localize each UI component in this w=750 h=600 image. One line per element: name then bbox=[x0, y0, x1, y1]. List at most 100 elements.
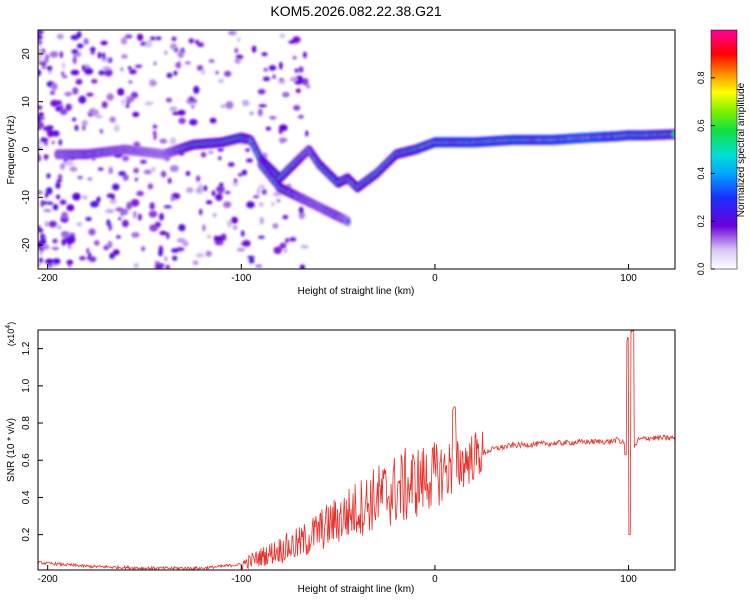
noise-blob bbox=[134, 177, 139, 182]
noise-blob bbox=[145, 39, 153, 48]
noise-blob bbox=[113, 124, 120, 132]
noise-blob bbox=[109, 199, 117, 204]
noise-blob bbox=[241, 101, 250, 106]
noise-blob bbox=[166, 232, 170, 240]
noise-blob bbox=[59, 51, 63, 59]
noise-blob bbox=[43, 208, 52, 213]
noise-blob bbox=[141, 246, 146, 252]
noise-blob bbox=[258, 184, 266, 190]
noise-blob bbox=[91, 109, 99, 117]
noise-blob bbox=[38, 34, 43, 40]
noise-blob bbox=[72, 117, 77, 122]
noise-blob bbox=[206, 235, 212, 239]
noise-blob bbox=[129, 69, 137, 75]
noise-blob bbox=[258, 235, 265, 239]
noise-blob bbox=[38, 57, 43, 63]
snr-multiplier-exp: 4 bbox=[5, 325, 12, 329]
noise-blob bbox=[271, 201, 275, 207]
noise-blob bbox=[306, 84, 311, 89]
y-tick-label: -20 bbox=[21, 237, 32, 252]
colorbar-tick-label: 0.4 bbox=[696, 167, 706, 180]
noise-blob bbox=[103, 245, 109, 251]
noise-blob bbox=[102, 52, 106, 60]
noise-blob bbox=[84, 67, 94, 75]
noise-blob bbox=[90, 51, 95, 55]
noise-blob bbox=[279, 61, 283, 70]
noise-blob bbox=[262, 76, 271, 82]
noise-blob bbox=[52, 204, 59, 211]
noise-blob bbox=[258, 104, 267, 108]
noise-blob bbox=[85, 217, 92, 221]
noise-blob bbox=[98, 70, 105, 76]
noise-blob bbox=[56, 179, 63, 183]
noise-blob bbox=[44, 154, 48, 161]
noise-blob bbox=[101, 101, 108, 109]
noise-blob bbox=[51, 140, 55, 145]
noise-blob bbox=[90, 46, 96, 53]
noise-blob bbox=[285, 238, 289, 244]
noise-blob bbox=[297, 115, 304, 119]
noise-blob bbox=[217, 148, 224, 152]
noise-blob bbox=[191, 104, 195, 109]
noise-blob bbox=[265, 126, 272, 131]
colorbar-tick-label: 0.0 bbox=[696, 263, 706, 276]
noise-blob bbox=[52, 238, 58, 244]
noise-blob bbox=[211, 190, 216, 197]
noise-blob bbox=[66, 238, 73, 246]
noise-blob bbox=[172, 111, 180, 116]
noise-blob bbox=[227, 220, 232, 228]
noise-blob bbox=[38, 154, 42, 162]
noise-blob bbox=[88, 228, 96, 236]
noise-blob bbox=[133, 167, 139, 174]
noise-blob bbox=[241, 169, 248, 176]
noise-blob bbox=[159, 138, 168, 144]
noise-blob bbox=[46, 129, 55, 138]
noise-blob bbox=[38, 105, 43, 110]
noise-blob bbox=[128, 80, 133, 84]
noise-blob bbox=[58, 174, 63, 180]
noise-blob bbox=[61, 238, 67, 246]
noise-blob bbox=[38, 228, 44, 233]
noise-blob bbox=[164, 50, 168, 55]
noise-blob bbox=[169, 106, 178, 112]
noise-blob bbox=[295, 88, 301, 94]
noise-blob bbox=[136, 190, 145, 197]
noise-blob bbox=[302, 51, 307, 59]
x-tick-label: 100 bbox=[620, 273, 637, 284]
noise-blob bbox=[257, 88, 266, 95]
snr-multiplier: (x104) bbox=[5, 322, 16, 346]
noise-blob bbox=[279, 33, 286, 39]
colorbar-gradient bbox=[710, 29, 738, 270]
noise-blob bbox=[56, 194, 61, 200]
noise-blob bbox=[175, 62, 182, 69]
snr-y-label: SNR (10 * v/v) bbox=[6, 418, 17, 482]
noise-blob bbox=[106, 93, 114, 101]
noise-blob bbox=[294, 68, 299, 73]
figure-title: KOM5.2026.082.22.38.G21 bbox=[270, 3, 441, 19]
noise-blob bbox=[121, 219, 129, 228]
noise-blob bbox=[152, 81, 158, 86]
noise-blob bbox=[59, 199, 67, 205]
noise-blob bbox=[97, 167, 104, 171]
noise-blob bbox=[95, 114, 103, 119]
noise-blob bbox=[38, 121, 45, 129]
noise-blob bbox=[216, 185, 225, 193]
noise-blob bbox=[208, 59, 215, 63]
noise-blob bbox=[61, 231, 70, 239]
noise-blob bbox=[249, 111, 254, 116]
noise-blob bbox=[86, 92, 94, 97]
noise-blob bbox=[159, 230, 167, 236]
noise-blob bbox=[61, 71, 65, 76]
noise-blob bbox=[261, 52, 268, 57]
noise-blob bbox=[106, 219, 111, 227]
noise-blob bbox=[58, 139, 62, 146]
noise-blob bbox=[268, 65, 277, 71]
noise-blob bbox=[215, 71, 219, 75]
noise-blob bbox=[66, 204, 75, 212]
noise-blob bbox=[120, 67, 124, 72]
colorbar-ticks: 0.0 0.2 0.4 0.6 0.8 bbox=[696, 72, 715, 276]
noise-blob bbox=[51, 82, 58, 91]
noise-blob bbox=[233, 178, 238, 183]
noise-blob bbox=[153, 132, 157, 141]
